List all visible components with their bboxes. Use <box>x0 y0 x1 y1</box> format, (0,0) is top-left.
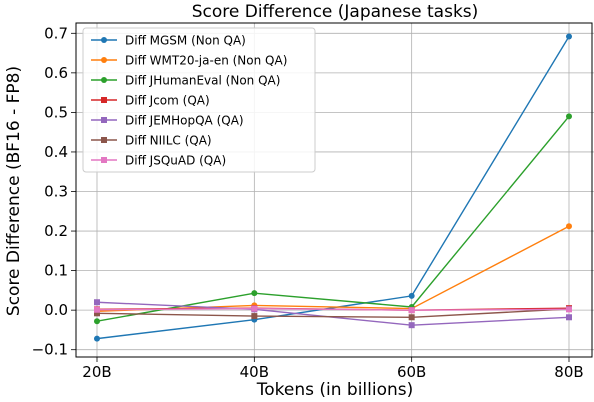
legend-marker <box>101 37 107 43</box>
data-point <box>94 306 100 313</box>
chart-title: Score Difference (Japanese tasks) <box>192 2 479 22</box>
x-axis: 20B 40B 60B 80B <box>82 357 584 381</box>
legend-label: Diff NIILC (QA) <box>125 134 212 148</box>
data-point <box>566 33 572 40</box>
legend-label: Diff JHumanEval (Non QA) <box>125 74 280 88</box>
legend: Diff MGSM (Non QA) Diff WMT20-ja-en (Non … <box>82 27 316 173</box>
y-tick-label: 0.3 <box>44 183 68 201</box>
data-point <box>566 306 572 313</box>
x-tick-label: 40B <box>240 363 269 381</box>
legend-marker <box>101 117 107 123</box>
legend-item: Diff JSQuAD (QA) <box>91 154 226 168</box>
y-tick-label: 0.0 <box>44 301 68 319</box>
legend-item: Diff MGSM (Non QA) <box>91 34 246 48</box>
y-tick-label: 0.7 <box>44 24 68 42</box>
legend-item: Diff JEMHopQA (QA) <box>91 114 244 128</box>
series-line <box>96 301 570 326</box>
x-tick-label: 60B <box>397 363 426 381</box>
series-line <box>96 307 570 311</box>
y-tick-label: 0.6 <box>44 64 68 82</box>
legend-box <box>82 27 316 173</box>
y-axis-label: Score Difference (BF16 - FP8) <box>4 66 24 316</box>
data-point <box>408 307 415 314</box>
y-tick-label: 0.2 <box>44 222 68 240</box>
series-4 <box>94 299 572 329</box>
data-point <box>251 313 258 320</box>
data-point <box>94 335 100 342</box>
y-tick-label: 0.1 <box>44 262 68 280</box>
legend-label: Diff JSQuAD (QA) <box>125 154 226 168</box>
data-point <box>251 290 258 297</box>
legend-marker <box>101 77 107 83</box>
series-line <box>96 36 570 340</box>
data-point <box>251 305 258 312</box>
series-line <box>96 308 570 318</box>
data-point <box>408 314 415 321</box>
plot-frame <box>75 22 593 358</box>
series-line <box>96 115 570 322</box>
legend-marker <box>101 97 107 103</box>
y-axis: −0.1 0.0 0.1 0.2 0.3 0.4 0.5 0.6 0.7 <box>32 24 76 359</box>
legend-label: Diff MGSM (Non QA) <box>125 34 246 48</box>
legend-marker <box>101 137 107 143</box>
data-point <box>94 310 100 317</box>
data-point <box>94 318 100 325</box>
series-line <box>96 225 570 313</box>
legend-marker <box>101 157 107 163</box>
legend-item: Diff WMT20-ja-en (Non QA) <box>91 54 287 68</box>
x-tick-label: 20B <box>82 363 111 381</box>
y-tick-label: 0.5 <box>44 103 68 121</box>
legend-item: Diff Jcom (QA) <box>91 94 210 108</box>
x-tick-label: 80B <box>554 363 583 381</box>
data-point <box>408 292 415 299</box>
data-point <box>566 314 572 321</box>
data-point <box>408 322 415 329</box>
y-tick-label: −0.1 <box>32 341 68 359</box>
series-2 <box>94 113 572 325</box>
series-layer <box>94 33 572 342</box>
series-6 <box>94 305 572 314</box>
legend-item: Diff JHumanEval (Non QA) <box>91 74 280 88</box>
legend-item: Diff NIILC (QA) <box>91 134 212 148</box>
data-point <box>566 113 572 120</box>
legend-label: Diff JEMHopQA (QA) <box>125 114 244 128</box>
data-point <box>566 223 572 230</box>
legend-marker <box>101 57 107 63</box>
legend-label: Diff WMT20-ja-en (Non QA) <box>125 54 287 68</box>
y-tick-label: 0.4 <box>44 143 68 161</box>
data-point <box>94 299 100 306</box>
legend-label: Diff Jcom (QA) <box>125 94 210 108</box>
x-axis-label: Tokens (in billions) <box>256 380 414 400</box>
